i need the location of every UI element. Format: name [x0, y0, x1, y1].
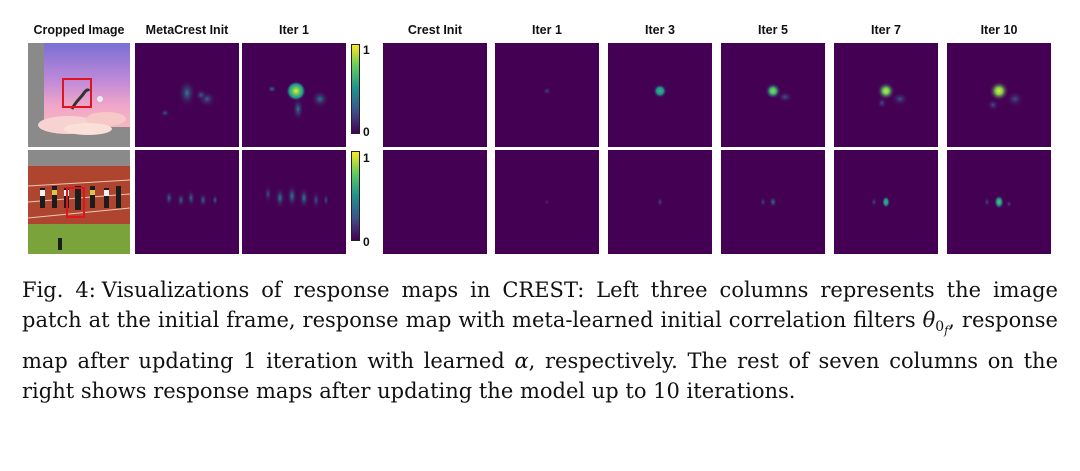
response-map-sprint-iter-5: [721, 150, 825, 254]
response-map-sprint-metacrest-init: [135, 150, 239, 254]
response-map-sprint-crest-init: [383, 150, 487, 254]
response-map-bird-iter-3: [608, 43, 712, 147]
column-title-iter-10: Iter 10: [980, 23, 1018, 37]
caption-theta-sub-f: f: [944, 324, 949, 337]
colorbar-row-2: [351, 151, 360, 241]
column-title-iter-1-left: Iter 1: [279, 23, 309, 37]
colorbar-min-label-row-2: 0: [363, 235, 370, 249]
response-map-bird-iter-7: [834, 43, 938, 147]
column-title-iter-7: Iter 7: [871, 23, 901, 37]
caption-text-part-2: , response map after updating 1 iteratio…: [22, 308, 1058, 373]
caption-alpha-symbol: α: [514, 349, 529, 373]
column-title-iter-3: Iter 3: [645, 23, 675, 37]
cropped-image-bird: [28, 43, 130, 147]
response-map-sprint-iter-1-left: [242, 150, 346, 254]
response-map-bird-iter-1-left: [242, 43, 346, 147]
caption-theta-symbol: θ: [922, 308, 936, 332]
caption-theta-sub-zero: 0: [935, 319, 945, 335]
figure-panel: Cropped Image MetaCrest Init Iter 1 Cres…: [28, 23, 1051, 254]
response-map-bird-crest-init: [383, 43, 487, 147]
colorbar-max-label-row-2: 1: [363, 151, 370, 165]
response-map-bird-iter-10: [947, 43, 1051, 147]
figure-caption: Fig. 4: Visualizations of response maps i…: [22, 275, 1058, 406]
colorbar-min-label-row-1: 0: [363, 125, 370, 139]
column-title-iter-5: Iter 5: [758, 23, 788, 37]
response-map-sprint-iter-3: [608, 150, 712, 254]
bounding-box-sprint: [66, 187, 85, 218]
response-map-sprint-iter-1: [495, 150, 599, 254]
caption-text-part-1: Visualizations of response maps in CREST…: [22, 278, 1058, 332]
response-map-bird-metacrest-init: [135, 43, 239, 147]
caption-label: Fig. 4:: [22, 278, 96, 302]
response-map-bird-iter-1: [495, 43, 599, 147]
response-map-sprint-iter-10: [947, 150, 1051, 254]
caption-theta-subscript: 0f: [935, 319, 949, 337]
response-map-sprint-iter-7: [834, 150, 938, 254]
column-title-metacrest-init: MetaCrest Init: [145, 23, 229, 37]
colorbar-max-label-row-1: 1: [363, 43, 370, 57]
colorbar-row-1: [351, 44, 360, 134]
column-title-iter-1: Iter 1: [532, 23, 562, 37]
column-title-crest-init: Crest Init: [407, 23, 463, 37]
cropped-image-sprint: [28, 150, 130, 254]
column-title-cropped-image: Cropped Image: [33, 23, 125, 37]
caption-text-part-3: , respectively. The rest of seven column…: [22, 349, 1058, 403]
bounding-box-bird: [62, 78, 92, 108]
response-map-bird-iter-5: [721, 43, 825, 147]
